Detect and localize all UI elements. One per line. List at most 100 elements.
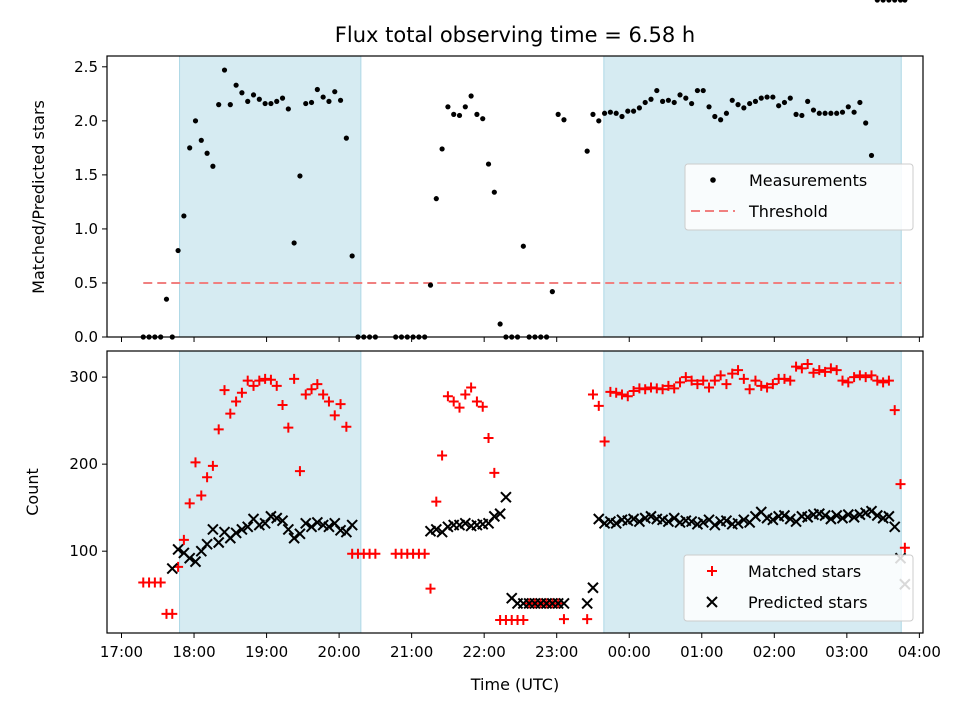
matched-star-point [587, 389, 598, 400]
measurement-point [187, 145, 193, 151]
matched-star-point [196, 490, 207, 501]
measurement-point [404, 334, 410, 340]
matched-star-point [213, 424, 224, 435]
predicted-star-point [230, 527, 242, 539]
predicted-star-point [166, 562, 178, 575]
predicted-star-point [662, 515, 675, 528]
matched-star-point [640, 384, 651, 395]
measurement-point [181, 213, 187, 219]
predicted-star-point [323, 521, 335, 533]
measurement-point [549, 289, 555, 295]
matched-star-point [721, 379, 732, 390]
measurement-point [584, 148, 590, 154]
measurement-point [561, 117, 567, 123]
matched-star-point [300, 389, 311, 400]
matched-star-point [437, 450, 448, 461]
measurement-point [538, 334, 544, 340]
measurement-point [886, 0, 892, 3]
matched-star-point [622, 391, 633, 402]
measurement-point [456, 112, 463, 119]
matched-star-point [889, 405, 900, 416]
measurement-point [729, 97, 735, 103]
measurement-point [555, 111, 561, 117]
measurement-point [845, 104, 851, 110]
x-tick-label: 19:00 [245, 643, 288, 661]
matched-star-point [155, 577, 166, 588]
predicted-star-point [645, 510, 657, 523]
measurement-point [366, 334, 373, 340]
predicted-star-point [668, 512, 680, 524]
measurement-point [152, 334, 158, 340]
measurement-point [712, 113, 718, 120]
matched-star-point [837, 375, 848, 386]
matched-star-point [323, 396, 334, 407]
legend-marker-predicted [706, 596, 718, 608]
top-y-tick-label: 2.0 [74, 112, 98, 130]
measurement-point [902, 0, 908, 3]
matched-star-point [675, 377, 686, 388]
measurement-point [596, 118, 602, 124]
matched-star-point [312, 379, 323, 390]
matched-star-point [265, 374, 276, 385]
matched-star-point [704, 382, 715, 393]
bottom-y-tick-label: 200 [69, 455, 98, 473]
top-y-tick-label: 1.0 [74, 220, 98, 238]
predicted-star-point [697, 516, 709, 529]
measurement-point [140, 334, 146, 340]
top-y-axis-label: Matched/Predicted stars [29, 100, 48, 294]
x-axis-label: Time (UTC) [470, 675, 559, 694]
matched-star-point [744, 384, 755, 395]
matched-star-point [808, 367, 819, 378]
measurement-point [343, 135, 349, 141]
measurement-point [227, 102, 233, 108]
measurement-point [268, 100, 274, 107]
measurement-point [279, 95, 286, 101]
x-tick-label: 21:00 [390, 643, 433, 661]
matched-star-point [860, 372, 871, 383]
matched-star-point [202, 472, 213, 483]
matched-star-point [190, 457, 201, 468]
x-tick-label: 20:00 [317, 643, 360, 661]
matched-star-point [628, 386, 639, 397]
predicted-star-point [288, 532, 300, 544]
matched-star-point [767, 379, 778, 390]
predicted-star-point [627, 513, 640, 525]
measurement-point [445, 104, 451, 110]
matched-star-point [483, 433, 494, 444]
matched-star-point [692, 379, 703, 390]
measurement-point [689, 100, 695, 107]
matched-star-point [657, 384, 668, 395]
predicted-star-point [871, 509, 884, 522]
measurement-point [451, 111, 457, 117]
matched-star-point [283, 422, 294, 433]
chart-title: Flux total observing time = 6.58 h [335, 23, 695, 47]
measurement-point [892, 0, 898, 3]
measurement-point [320, 94, 326, 100]
measurement-point [868, 152, 875, 159]
measurement-point [326, 98, 332, 104]
predicted-star-point [294, 528, 306, 540]
measurement-point [642, 99, 648, 106]
measurement-point [776, 103, 782, 109]
legend-marker-measurements [710, 177, 716, 183]
matched-star-point [599, 436, 610, 447]
predicted-star-point [842, 508, 854, 521]
measurement-point [285, 106, 291, 112]
measurement-point [233, 82, 239, 88]
measurement-point [216, 102, 222, 108]
measurement-point [590, 111, 596, 117]
matched-star-point [558, 614, 569, 625]
predicted-star-point [581, 597, 593, 610]
predicted-star-point [201, 538, 213, 550]
measurement-point [851, 109, 857, 115]
predicted-star-point [172, 543, 184, 556]
matched-star-point [219, 385, 230, 396]
measurement-point [416, 334, 422, 340]
predicted-star-point [883, 510, 895, 523]
predicted-star-point [685, 515, 698, 528]
measurement-point [221, 67, 228, 73]
matched-star-point [825, 363, 836, 374]
matched-star-point [248, 380, 259, 391]
bottom-axes-frame [106, 350, 924, 634]
legends: Measurements Threshold Matched stars Predic… [683, 163, 914, 622]
